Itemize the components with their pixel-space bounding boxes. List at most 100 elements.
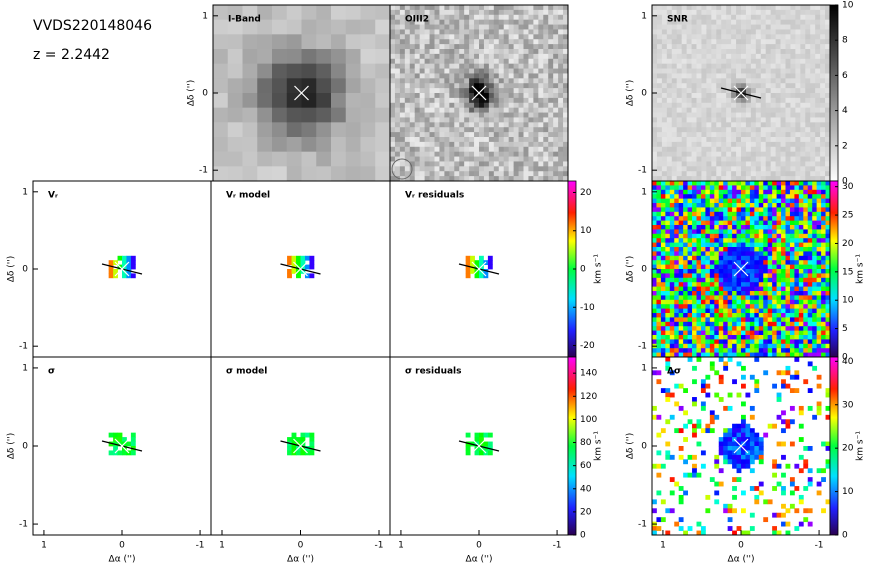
pixel <box>772 229 777 234</box>
pixel <box>766 127 771 132</box>
pixel <box>737 234 742 239</box>
pixel <box>494 69 499 74</box>
pixel <box>772 295 777 300</box>
pixel <box>674 331 679 336</box>
pixel <box>794 221 799 226</box>
pixel <box>763 194 768 199</box>
pixel <box>459 49 464 54</box>
pixel <box>420 171 425 176</box>
pixel <box>812 247 817 252</box>
pixel <box>706 132 711 137</box>
pixel <box>728 190 733 195</box>
pixel <box>751 20 756 25</box>
pixel <box>759 185 764 190</box>
pixel <box>287 49 302 64</box>
pixel <box>528 147 533 152</box>
pixel <box>821 234 826 239</box>
pixel <box>687 88 692 93</box>
pixel <box>737 199 742 204</box>
pixel <box>781 504 786 509</box>
pixel <box>479 25 484 30</box>
pixel <box>287 64 302 79</box>
pixel <box>674 344 679 349</box>
pixel <box>661 194 666 199</box>
pixel <box>553 171 558 176</box>
pixel <box>799 256 804 261</box>
pixel <box>287 446 292 451</box>
pixel <box>805 73 810 78</box>
pixel <box>415 59 420 64</box>
pixel <box>821 247 826 252</box>
pixel <box>737 322 742 327</box>
pixel <box>519 157 524 162</box>
pixel <box>504 103 509 108</box>
pixel <box>706 59 711 64</box>
pixel <box>768 273 773 278</box>
pixel <box>692 473 697 478</box>
pixel <box>361 34 376 49</box>
pixel <box>499 29 504 34</box>
pixel <box>514 98 519 103</box>
pixel <box>677 29 682 34</box>
pixel <box>519 103 524 108</box>
pixel <box>489 25 494 30</box>
pixel <box>790 88 795 93</box>
pixel <box>257 108 272 123</box>
pixel <box>479 5 484 10</box>
pixel <box>803 256 808 261</box>
pixel <box>772 317 777 322</box>
pixel <box>670 247 675 252</box>
pixel <box>528 103 533 108</box>
pixel <box>737 229 742 234</box>
pixel <box>711 64 716 69</box>
pixel <box>728 442 733 447</box>
pixel <box>395 59 400 64</box>
pixel <box>454 142 459 147</box>
pixel <box>316 152 331 167</box>
pixel <box>652 166 657 171</box>
pixel <box>771 64 776 69</box>
pixel <box>781 282 786 287</box>
pixel <box>786 291 791 296</box>
pixel <box>415 103 420 108</box>
pixel <box>761 161 766 166</box>
pixel <box>756 44 761 49</box>
pixel <box>805 29 810 34</box>
pixel <box>737 251 742 256</box>
pixel <box>706 29 711 34</box>
pixel <box>499 25 504 30</box>
pixel <box>469 108 474 113</box>
pixel <box>810 122 815 127</box>
pixel <box>817 331 822 336</box>
pixel <box>741 295 746 300</box>
pixel <box>656 212 661 217</box>
pixel <box>652 137 657 142</box>
pixel <box>553 20 558 25</box>
pixel <box>731 39 736 44</box>
pixel <box>504 83 509 88</box>
pixel <box>692 317 697 322</box>
x-tick-label: -1 <box>196 541 205 551</box>
pixel <box>449 147 454 152</box>
pixel <box>316 5 331 20</box>
pixel <box>731 5 736 10</box>
pixel <box>750 513 755 518</box>
pixel <box>711 29 716 34</box>
pixel <box>474 166 479 171</box>
pixel <box>716 103 721 108</box>
pixel <box>435 34 440 39</box>
pixel <box>800 20 805 25</box>
pixel <box>395 93 400 98</box>
pixel <box>674 238 679 243</box>
pixel <box>652 185 657 190</box>
pixel <box>474 83 479 88</box>
pixel <box>726 157 731 162</box>
pixel <box>737 433 742 438</box>
pixel <box>543 15 548 20</box>
pixel <box>820 49 825 54</box>
pixel <box>528 132 533 137</box>
pixel <box>736 39 741 44</box>
pixel <box>665 207 670 212</box>
pixel <box>759 313 764 318</box>
pixel <box>786 212 791 217</box>
